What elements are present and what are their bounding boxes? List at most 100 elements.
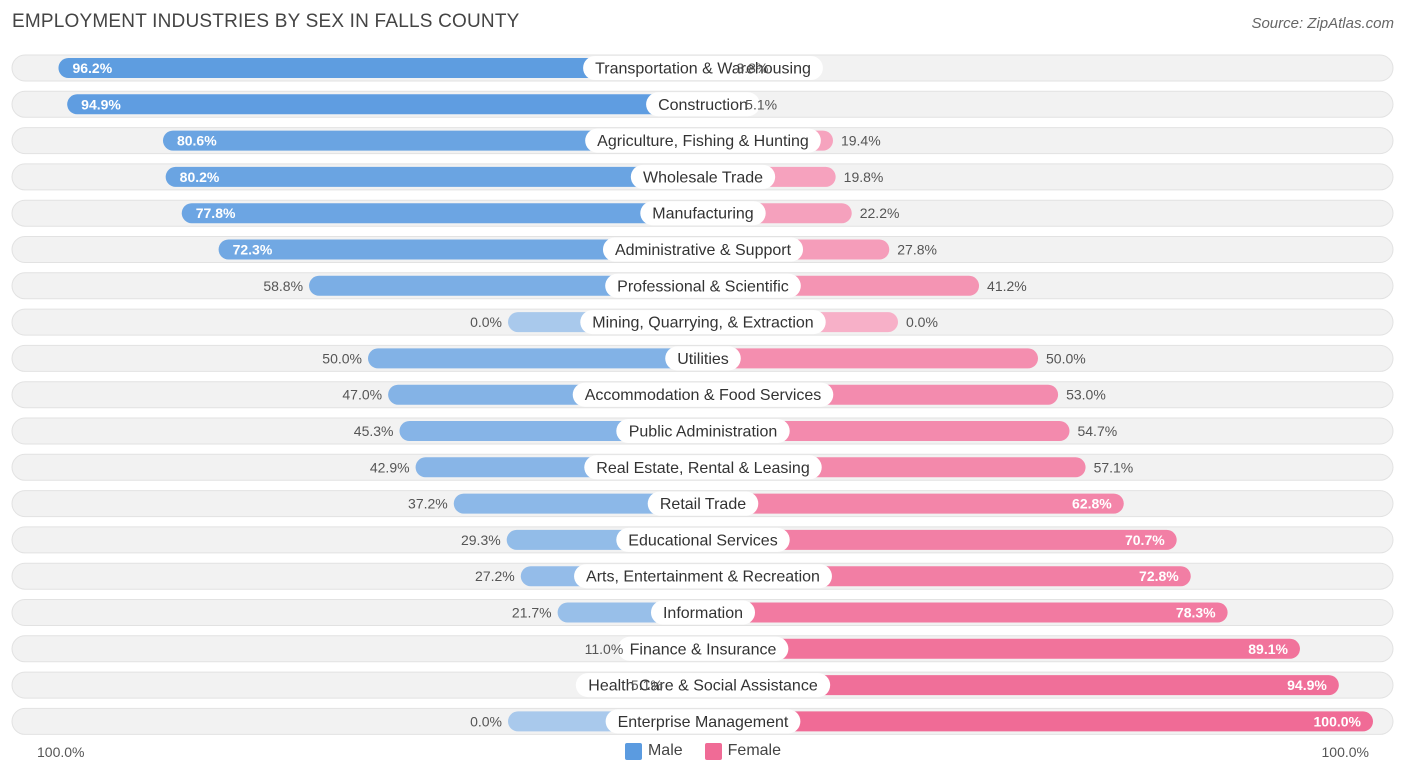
value-label-male: 37.2%	[408, 496, 448, 512]
category-label: Real Estate, Rental & Leasing	[596, 460, 809, 477]
category-label-bg	[580, 310, 826, 335]
value-label-female: 19.8%	[844, 169, 884, 185]
category-label-bg	[646, 92, 760, 117]
legend: Male Female	[0, 742, 1406, 760]
value-label-male: 77.8%	[196, 205, 236, 221]
bar-female	[703, 348, 1038, 369]
category-label: Professional & Scientific	[617, 278, 789, 295]
category-label: Wholesale Trade	[643, 169, 763, 186]
bar-male	[67, 94, 704, 115]
category-label-bg	[605, 273, 801, 298]
value-label-female: 72.8%	[1139, 568, 1179, 584]
category-label: Utilities	[677, 351, 729, 368]
value-label-male: 45.3%	[354, 423, 394, 439]
value-label-female: 70.7%	[1125, 532, 1165, 548]
bar-female	[703, 711, 1373, 732]
value-label-female: 19.4%	[841, 133, 881, 149]
category-label-bg	[640, 201, 766, 226]
source-note: Source: ZipAtlas.com	[1251, 15, 1394, 32]
legend-label-male: Male	[647, 742, 683, 759]
value-label-female: 5.1%	[745, 96, 777, 112]
category-label-bg	[605, 709, 801, 734]
category-label: Public Administration	[629, 424, 778, 441]
legend-item-male[interactable]: Male	[624, 742, 683, 760]
value-label-male: 96.2%	[72, 60, 112, 76]
category-label-bg	[630, 164, 776, 189]
bar-male	[218, 239, 703, 260]
category-label: Agriculture, Fishing & Hunting	[597, 133, 809, 150]
category-label-bg	[616, 419, 790, 443]
category-label: Manufacturing	[652, 206, 753, 223]
value-label-female: 94.9%	[1287, 677, 1327, 693]
axis-label-right: 100.0%	[1321, 744, 1369, 760]
axis-label-left: 100.0%	[37, 744, 85, 760]
value-label-male: 72.3%	[233, 242, 273, 258]
bar-female	[703, 493, 1124, 514]
value-label-female: 3.8%	[736, 60, 768, 76]
category-label: Finance & Insurance	[630, 641, 777, 658]
legend-item-female[interactable]: Female	[704, 742, 781, 760]
value-label-male: 80.2%	[180, 169, 220, 185]
value-label-male: 94.9%	[81, 96, 121, 112]
bar-female	[703, 602, 1228, 623]
value-label-male: 29.3%	[461, 532, 501, 548]
category-label: Construction	[658, 97, 748, 114]
bar-male	[58, 58, 703, 78]
bar-male	[165, 166, 703, 187]
bar-male	[309, 275, 703, 296]
value-label-male: 0.0%	[470, 314, 502, 330]
category-label: Information	[663, 605, 743, 622]
category-label: Enterprise Management	[618, 714, 789, 731]
category-label-bg	[650, 600, 756, 625]
category-label: Transportation & Warehousing	[595, 61, 811, 78]
bar-male	[181, 203, 704, 224]
value-label-male: 5.1%	[631, 677, 663, 693]
chart-title: EMPLOYMENT INDUSTRIES BY SEX IN FALLS CO…	[12, 11, 520, 32]
category-label-bg	[583, 56, 823, 80]
category-label: Arts, Entertainment & Recreation	[586, 569, 820, 586]
bar-female	[703, 529, 1177, 550]
bar-female	[703, 421, 1070, 441]
value-label-female: 50.0%	[1046, 350, 1086, 366]
value-label-female: 89.1%	[1248, 641, 1288, 657]
value-label-female: 100.0%	[1314, 713, 1362, 729]
value-label-male: 11.0%	[585, 641, 624, 657]
category-label-bg	[665, 346, 741, 371]
bar-female	[703, 638, 1300, 659]
bar-female	[703, 675, 1339, 696]
value-label-female: 57.1%	[1094, 459, 1134, 475]
legend-swatch-female	[704, 742, 722, 760]
value-label-male: 58.8%	[263, 278, 303, 294]
value-label-male: 80.6%	[177, 133, 217, 149]
value-label-male: 47.0%	[342, 387, 382, 403]
value-label-female: 27.8%	[897, 242, 937, 258]
chart-area: Transportation & Warehousing 96.2% 3.8% Con…	[11, 54, 1394, 735]
category-label-bg	[584, 455, 822, 480]
category-label: Retail Trade	[660, 496, 746, 513]
value-label-female: 54.7%	[1077, 423, 1117, 439]
value-label-male: 50.0%	[322, 350, 362, 366]
category-label-bg	[617, 636, 789, 661]
value-label-female: 53.0%	[1066, 387, 1106, 403]
category-label: Mining, Quarrying, & Extraction	[592, 315, 813, 332]
category-label-bg	[575, 673, 831, 698]
value-label-female: 0.0%	[906, 314, 938, 330]
category-label-bg	[574, 564, 832, 589]
category-label: Accommodation & Food Services	[585, 387, 822, 404]
value-label-male: 21.7%	[512, 605, 552, 621]
category-label-bg	[585, 128, 821, 153]
value-label-female: 22.2%	[860, 205, 900, 221]
category-label-bg	[647, 491, 759, 516]
category-label-bg	[616, 527, 790, 552]
value-label-male: 42.9%	[370, 459, 410, 475]
value-label-male: 27.2%	[475, 568, 515, 584]
category-label-bg	[572, 382, 834, 407]
category-label: Educational Services	[628, 532, 777, 549]
value-label-female: 78.3%	[1176, 605, 1216, 621]
category-label: Administrative & Support	[615, 242, 792, 259]
value-label-female: 41.2%	[987, 278, 1027, 294]
bar-male	[368, 348, 703, 369]
bar-male	[162, 130, 704, 151]
value-label-male: 0.0%	[470, 713, 502, 729]
category-label: Health Care & Social Assistance	[588, 678, 818, 695]
